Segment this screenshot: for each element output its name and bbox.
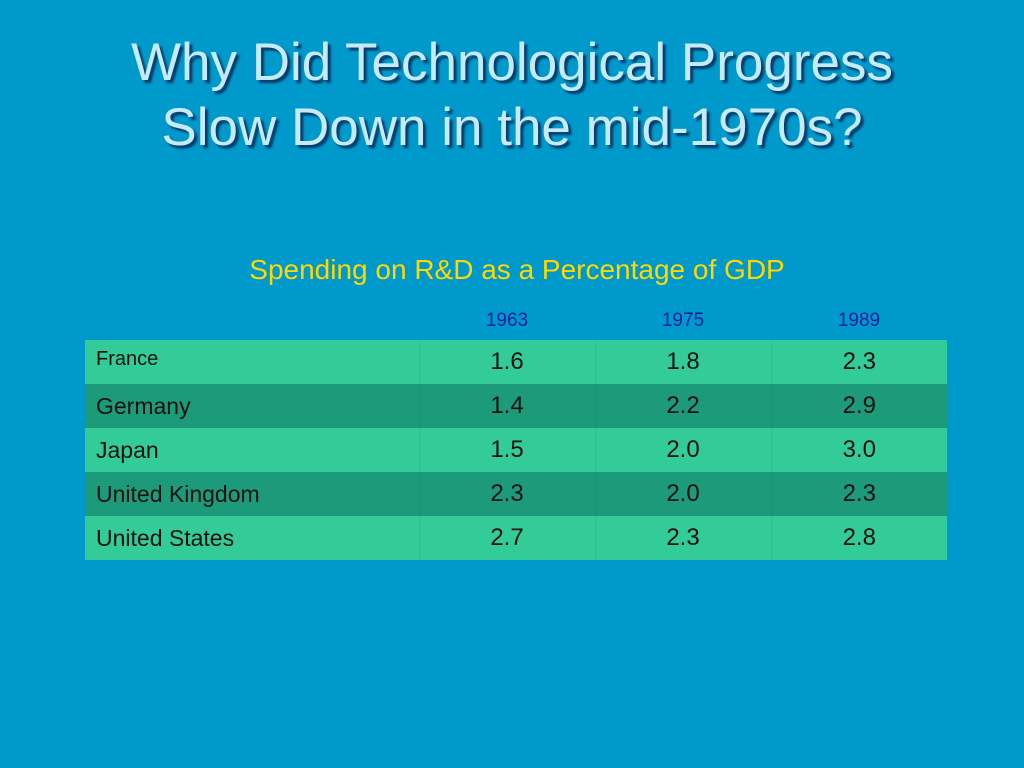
header-year: 1989 <box>837 310 881 331</box>
value-cell: 2.8 <box>770 516 947 560</box>
table-caption: Spending on R&D as a Percentage of GDP <box>249 254 785 285</box>
country-name: Japan <box>85 428 419 472</box>
table-header-row: 1963 1975 1989 <box>85 302 947 340</box>
header-year: 1963 <box>485 310 529 331</box>
value-cell: 1.8 <box>594 340 771 384</box>
country-name: United States <box>85 516 419 560</box>
country-name: United Kingdom <box>85 472 419 516</box>
value-cell: 1.5 <box>418 428 595 472</box>
country-name: France <box>85 340 419 384</box>
slide-title: Why Did Technological Progress Slow Down… <box>0 30 1024 160</box>
value-cell: 2.3 <box>770 340 947 384</box>
table-row: Germany 1.4 2.2 2.9 <box>85 384 947 428</box>
value-cell: 2.3 <box>594 516 771 560</box>
table-row: France 1.6 1.8 2.3 <box>85 340 947 384</box>
slide-title-line-1: Why Did Technological Progress <box>131 33 893 92</box>
value-cell: 2.9 <box>770 384 947 428</box>
table-row: Japan 1.5 2.0 3.0 <box>85 428 947 472</box>
value-cell: 2.3 <box>418 472 595 516</box>
header-empty <box>85 302 419 340</box>
value-cell: 1.4 <box>418 384 595 428</box>
value-cell: 1.6 <box>418 340 595 384</box>
value-cell: 2.2 <box>594 384 771 428</box>
value-cell: 2.7 <box>418 516 595 560</box>
slide-title-line-2: Slow Down in the mid-1970s? <box>161 98 863 157</box>
value-cell: 2.3 <box>770 472 947 516</box>
table-row: United Kingdom 2.3 2.0 2.3 <box>85 472 947 516</box>
rd-spending-table: 1963 1975 1989 France 1.6 1.8 2.3 German… <box>85 302 947 560</box>
country-name: Germany <box>85 384 419 428</box>
header-year: 1975 <box>661 310 705 331</box>
value-cell: 3.0 <box>770 428 947 472</box>
value-cell: 2.0 <box>594 472 771 516</box>
value-cell: 2.0 <box>594 428 771 472</box>
table-row: United States 2.7 2.3 2.8 <box>85 516 947 560</box>
